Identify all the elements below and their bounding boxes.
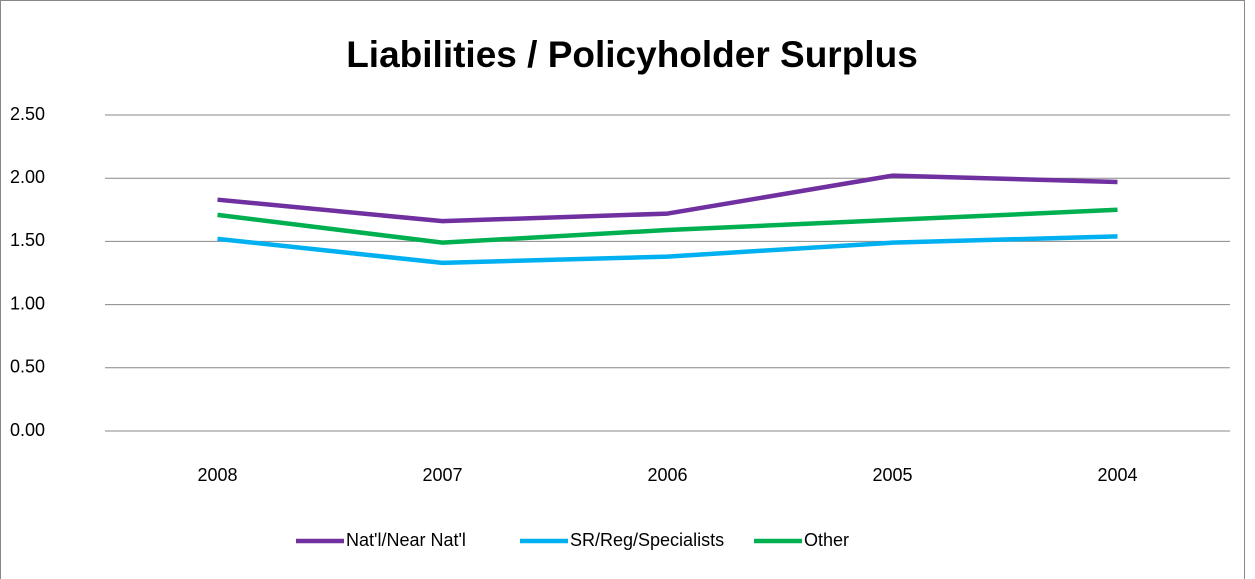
- legend-label: SR/Reg/Specialists: [570, 530, 724, 550]
- series-line: [217, 207, 1118, 245]
- series-line: [217, 173, 1118, 224]
- y-tick-label: 0.50: [10, 357, 45, 377]
- y-tick-label: 2.50: [10, 104, 45, 124]
- x-tick-label: 2006: [647, 465, 687, 485]
- x-tick-label: 2004: [1097, 465, 1137, 485]
- x-tick-label: 2008: [197, 465, 237, 485]
- y-tick-label: 0.00: [10, 420, 45, 440]
- chart-title: Liabilities / Policyholder Surplus: [346, 34, 918, 75]
- x-tick-label: 2005: [872, 465, 912, 485]
- y-tick-label: 2.00: [10, 167, 45, 187]
- y-tick-label: 1.00: [10, 293, 45, 313]
- x-tick-label: 2007: [422, 465, 462, 485]
- series-line: [217, 234, 1118, 266]
- y-tick-label: 1.50: [10, 230, 45, 250]
- legend-label: Nat'l/Near Nat'l: [346, 530, 466, 550]
- legend-label: Other: [804, 530, 849, 550]
